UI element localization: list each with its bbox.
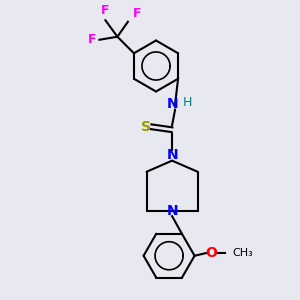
Text: N: N [166,148,178,162]
Text: F: F [132,7,141,20]
Text: F: F [88,33,96,46]
Text: CH₃: CH₃ [232,248,253,258]
Text: F: F [101,4,110,17]
Text: N: N [166,204,178,218]
Text: O: O [205,246,217,260]
Text: N: N [167,97,179,111]
Text: H: H [183,96,192,109]
Text: S: S [141,120,151,134]
